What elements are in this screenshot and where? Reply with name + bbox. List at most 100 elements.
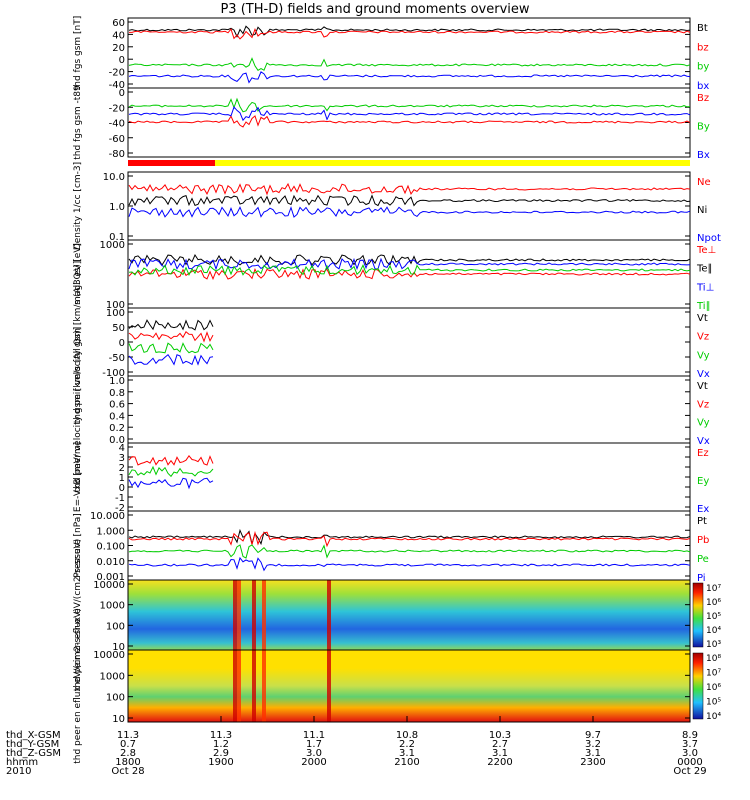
panel-frame bbox=[127, 510, 691, 581]
y-axis-label: mag3 eV [eV] bbox=[73, 243, 83, 305]
time-row-label: thd_X-GSM bbox=[6, 730, 61, 741]
spectrogram-spike bbox=[327, 650, 331, 722]
colorbar-tick-label: 10⁷ bbox=[706, 584, 721, 594]
y-axis-label: Pressure [nPa] bbox=[73, 513, 83, 578]
time-row-value: 11.3 bbox=[210, 730, 232, 741]
legend-vx: Vx bbox=[697, 369, 710, 380]
colorbar-tick-label: 10⁵ bbox=[706, 698, 721, 708]
trace-ne bbox=[128, 182, 691, 196]
time-row-value: 3.1 bbox=[492, 748, 508, 759]
trace-vz bbox=[128, 331, 214, 343]
time-row-label: thd_Z-GSM bbox=[6, 748, 61, 759]
spectrogram-spike bbox=[262, 650, 266, 722]
y-tick-label: 0.2 bbox=[109, 423, 125, 434]
panel-frame bbox=[127, 307, 691, 377]
spectrogram-spike bbox=[233, 580, 237, 650]
y-tick-label: 50 bbox=[112, 323, 125, 334]
y-tick-label: 100 bbox=[106, 300, 125, 311]
time-row-value: 2.7 bbox=[492, 739, 508, 750]
legend-pi: Pi bbox=[697, 573, 706, 584]
time-row-value: 3.1 bbox=[585, 748, 601, 759]
spectrogram-2 bbox=[128, 650, 690, 722]
time-row-value: 2000 bbox=[301, 757, 326, 768]
colorbar-tick-label: 10⁶ bbox=[706, 598, 721, 608]
panel-10 bbox=[127, 649, 704, 723]
time-row-value: 2.8 bbox=[120, 748, 136, 759]
y-tick-label: -40 bbox=[109, 80, 125, 91]
y-tick-label: -40 bbox=[109, 119, 125, 130]
panel-4 bbox=[127, 239, 691, 309]
trace-vt bbox=[128, 319, 214, 331]
trace-bz bbox=[128, 115, 691, 128]
y-tick-label: 10000 bbox=[93, 580, 125, 591]
start-date-label: Oct 28 bbox=[111, 766, 144, 777]
y-tick-label: 1.0 bbox=[109, 376, 125, 387]
spectrogram-spike bbox=[327, 580, 331, 650]
time-row-value: 1900 bbox=[208, 757, 233, 768]
spectrogram-spike bbox=[237, 650, 241, 722]
legend-pt: Pt bbox=[697, 516, 707, 527]
spectrogram-1 bbox=[128, 580, 690, 650]
panel-1 bbox=[127, 17, 691, 89]
spectrogram-spike bbox=[262, 580, 266, 650]
time-row-value: 2200 bbox=[487, 757, 512, 768]
time-row-value: 2.2 bbox=[399, 739, 415, 750]
trace-ey bbox=[128, 465, 214, 478]
time-row-value: 1.2 bbox=[213, 739, 229, 750]
colorbar-tick-label: 10⁶ bbox=[706, 683, 721, 693]
trace-bz bbox=[129, 27, 691, 40]
y-tick-label: 40 bbox=[112, 30, 125, 41]
trace-by bbox=[128, 97, 691, 113]
time-row-value: 1800 bbox=[115, 757, 140, 768]
panel-frame bbox=[127, 375, 691, 444]
trace-pe bbox=[128, 544, 691, 559]
y-tick-label: 0.010 bbox=[96, 557, 125, 568]
trace-te⊥ bbox=[128, 267, 691, 281]
y-tick-label: -2 bbox=[115, 503, 125, 514]
panel-frame bbox=[127, 649, 691, 723]
end-date-label: Oct 29 bbox=[673, 766, 706, 777]
legend-vy: Vy bbox=[697, 418, 710, 429]
colorbar-tick-label: 10⁴ bbox=[706, 712, 721, 722]
time-row-label: hhmm bbox=[6, 757, 38, 768]
y-tick-label: 0 bbox=[119, 88, 125, 99]
y-tick-label: 1.0 bbox=[109, 202, 125, 213]
y-tick-label: 10000 bbox=[93, 650, 125, 661]
y-tick-label: -100 bbox=[102, 368, 125, 379]
y-axis-label: thd peer en eflux eV/(cm2-s-sr-eV) bbox=[73, 608, 83, 763]
colorbar bbox=[692, 582, 704, 648]
spectrogram-spike bbox=[252, 580, 256, 650]
legend-bx: Bx bbox=[697, 150, 710, 161]
legend-ni: Ni bbox=[697, 205, 707, 216]
y-tick-label: 60 bbox=[112, 18, 125, 29]
spectrogram-spike bbox=[233, 650, 237, 722]
y-tick-label: 10 bbox=[112, 714, 125, 725]
time-row-value: 2300 bbox=[580, 757, 605, 768]
spectrogram-spike bbox=[252, 650, 256, 722]
mode-bar-yellow bbox=[215, 160, 690, 166]
legend-te⊥: Te⊥ bbox=[696, 245, 716, 256]
y-axis-label: thd fgs gsm [nT] bbox=[73, 16, 83, 91]
time-row-value: 10.3 bbox=[489, 730, 511, 741]
y-tick-label: 0.100 bbox=[96, 542, 125, 553]
panel-frame bbox=[127, 171, 691, 241]
legend-te∥: Te∥ bbox=[696, 264, 713, 275]
time-row-value: 0.7 bbox=[120, 739, 136, 750]
y-tick-label: 20 bbox=[112, 43, 125, 54]
trace-pt bbox=[128, 528, 691, 546]
time-row-value: 2100 bbox=[394, 757, 419, 768]
y-tick-label: 10 bbox=[112, 642, 125, 653]
legend-npot: Npot bbox=[697, 233, 721, 244]
colorbar-tick-label: 10⁷ bbox=[706, 669, 721, 679]
panel-frame bbox=[127, 17, 691, 89]
y-tick-label: 0 bbox=[119, 483, 125, 494]
trace-bx bbox=[128, 71, 691, 84]
legend-by: by bbox=[697, 62, 709, 73]
time-row-label: thd_Y-GSM bbox=[6, 739, 59, 750]
time-row-value: 3.2 bbox=[585, 739, 601, 750]
spectrogram-spike bbox=[237, 580, 241, 650]
time-row-value: 0000 bbox=[677, 757, 702, 768]
y-tick-label: 0 bbox=[119, 338, 125, 349]
y-tick-label: 1000 bbox=[100, 601, 125, 612]
